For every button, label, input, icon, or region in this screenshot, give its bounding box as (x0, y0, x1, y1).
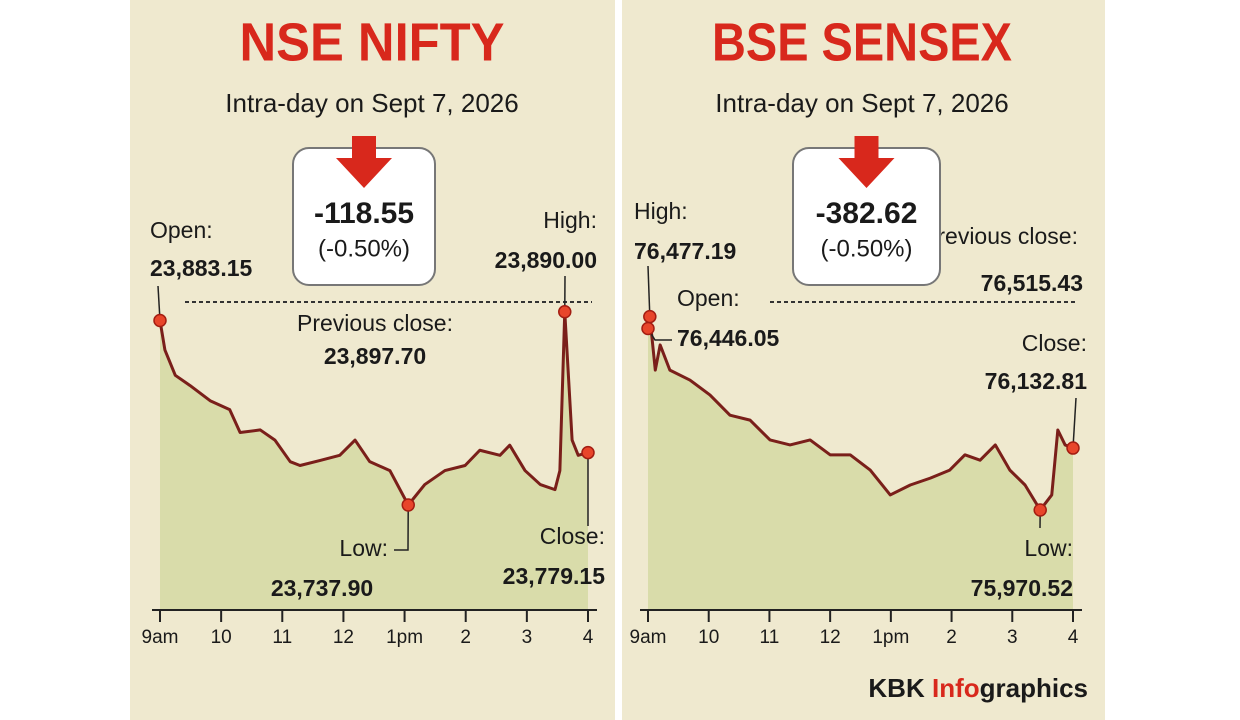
x-tick-label: 12 (820, 627, 841, 648)
area (160, 311, 588, 610)
line (158, 310, 589, 507)
marker (153, 313, 167, 328)
change-value: -118.55 (314, 197, 414, 230)
annotation-label: Previous close: (297, 310, 453, 336)
marker (1066, 441, 1080, 455)
annotation-label: Open: (150, 217, 213, 243)
marker (641, 321, 655, 336)
x-tick-label: 4 (1068, 627, 1079, 648)
brand-highlight: Info (932, 673, 980, 703)
annotation-value: 75,970.52 (971, 575, 1073, 601)
chart-subtitle: Intra-day on Sept 7, 2026 (715, 88, 1008, 118)
annotation-label: Previous close: (922, 223, 1078, 249)
brand: KBK Infographics (868, 673, 1088, 703)
annotation-label: Low: (339, 535, 388, 561)
x-tick-label: 3 (522, 627, 533, 648)
leader (394, 504, 409, 551)
chart-subtitle: Intra-day on Sept 7, 2026 (225, 88, 518, 118)
leader (1072, 397, 1077, 449)
annotation-label: High: (634, 198, 688, 224)
annotation-label: Close: (540, 523, 605, 549)
x-tick-label: 10 (698, 627, 719, 648)
annotation-label: Open: (677, 285, 740, 311)
x-tick-label: 1pm (386, 627, 423, 648)
x-tick-label: 4 (583, 627, 594, 648)
annotation-value: 23,737.90 (271, 575, 373, 601)
brand-rest: graphics (980, 673, 1088, 703)
brand-name: KBK (868, 673, 925, 703)
marker (1033, 503, 1047, 517)
marker (558, 305, 572, 319)
annotation-value: 23,890.00 (495, 247, 597, 273)
annotation-value: 76,132.81 (985, 368, 1088, 394)
x-tick-label: 11 (272, 627, 292, 648)
change-percent: (-0.50%) (820, 235, 912, 262)
change-value: -382.62 (816, 197, 918, 230)
annotation-value: 76,477.19 (634, 238, 736, 264)
annotation-label: High: (543, 207, 597, 233)
annotation-value: 23,883.15 (150, 255, 253, 281)
marker (581, 445, 595, 460)
x-tick-label: 3 (1007, 627, 1018, 648)
x-tick-label: 2 (460, 627, 471, 648)
annotation-value: 23,897.70 (324, 343, 426, 369)
x-tick-label: 11 (760, 627, 780, 648)
line (646, 315, 1074, 512)
leader (647, 265, 651, 317)
x-tick-label: 2 (946, 627, 957, 648)
x-tick-label: 9am (142, 627, 179, 648)
annotation-value: 76,446.05 (677, 325, 780, 351)
marker (643, 309, 657, 324)
down-arrow (336, 136, 392, 188)
change-percent: (-0.50%) (318, 235, 410, 262)
annotation-value: 23,779.15 (503, 563, 606, 589)
marker (401, 498, 415, 512)
down-arrow (838, 136, 895, 188)
x-tick-label: 12 (333, 627, 354, 648)
annotation-label: Low: (1024, 535, 1073, 561)
x-tick-label: 10 (211, 627, 232, 648)
annotation-label: Close: (1022, 330, 1087, 356)
annotation-value: 76,515.43 (981, 270, 1083, 296)
x-tick-label: 1pm (872, 627, 909, 648)
chart-title: BSE SENSEX (712, 12, 1012, 72)
chart-title: NSE NIFTY (240, 12, 505, 72)
x-tick-label: 9am (630, 627, 667, 648)
